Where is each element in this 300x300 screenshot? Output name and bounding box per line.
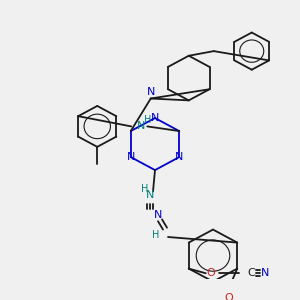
Text: H: H	[152, 230, 160, 240]
Text: N: N	[175, 152, 183, 162]
Text: N: N	[146, 190, 154, 200]
Text: N: N	[261, 268, 269, 278]
Text: N: N	[147, 87, 155, 97]
Text: H: H	[141, 184, 149, 194]
Text: N: N	[154, 210, 162, 220]
Text: N: N	[151, 113, 159, 123]
Text: O: O	[206, 268, 215, 278]
Text: C: C	[247, 268, 255, 278]
Text: O: O	[225, 293, 234, 300]
Text: N: N	[137, 122, 146, 131]
Text: H: H	[144, 115, 151, 125]
Text: N: N	[127, 152, 135, 162]
